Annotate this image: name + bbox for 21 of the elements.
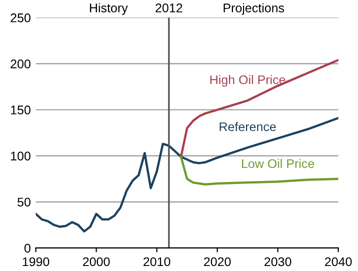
line-series (36, 116, 338, 232)
y-tick-label: 200 (10, 59, 30, 68)
x-tick-label: 1990 (22, 257, 50, 266)
text: History (90, 3, 128, 15)
y-tick-label: 100 (11, 152, 30, 160)
x-tick-label: 2000 (83, 257, 110, 266)
series-label: High Oil Price (210, 75, 286, 87)
x-tick-label: 2010 (144, 257, 170, 266)
text: Projections (224, 3, 284, 15)
y-tick-label: 0 (24, 244, 30, 253)
y-tick-label: 50 (18, 198, 30, 207)
x-tick-label: 2020 (204, 257, 231, 266)
x-tick-label: 2040 (325, 257, 352, 266)
series-label: Reference (220, 122, 276, 132)
y-tick-label: 150 (11, 106, 30, 114)
ref-line-label: 2012 (156, 4, 182, 12)
x-tick-label: 2030 (264, 257, 292, 266)
line-series (180, 58, 338, 158)
line-series (180, 156, 338, 186)
series-label: Low Oil Price (242, 158, 314, 168)
y-tick-label: 250 (10, 13, 30, 22)
